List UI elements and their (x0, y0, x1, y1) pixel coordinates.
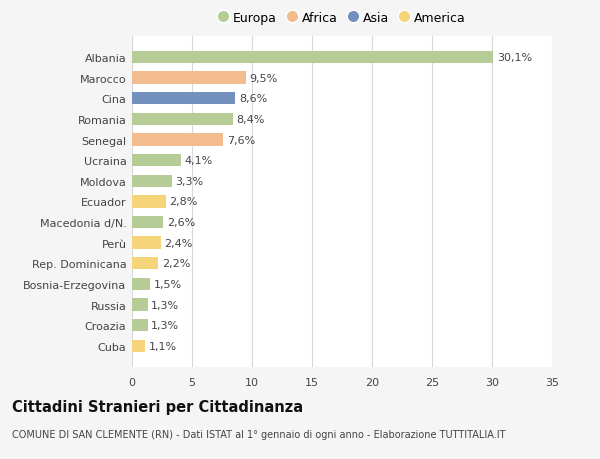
Bar (132, 257, 158, 270)
Text: 3,3%: 3,3% (175, 176, 203, 186)
Bar (132, 113, 233, 126)
Bar (132, 278, 150, 291)
Text: 8,6%: 8,6% (239, 94, 267, 104)
Bar (132, 175, 172, 188)
Text: 2,4%: 2,4% (164, 238, 193, 248)
Legend: Europa, Africa, Asia, America: Europa, Africa, Asia, America (215, 10, 469, 28)
Text: 9,5%: 9,5% (250, 73, 278, 84)
Bar (132, 196, 166, 208)
Bar (132, 319, 148, 331)
Bar (132, 93, 235, 105)
Text: 4,1%: 4,1% (185, 156, 213, 166)
Bar (132, 155, 181, 167)
Bar (132, 52, 493, 64)
Text: 1,1%: 1,1% (149, 341, 177, 351)
Text: COMUNE DI SAN CLEMENTE (RN) - Dati ISTAT al 1° gennaio di ogni anno - Elaborazio: COMUNE DI SAN CLEMENTE (RN) - Dati ISTAT… (12, 429, 505, 439)
Bar (132, 216, 163, 229)
Text: 30,1%: 30,1% (497, 53, 532, 63)
Text: 2,8%: 2,8% (169, 197, 197, 207)
Text: 2,6%: 2,6% (167, 218, 195, 228)
Text: 8,4%: 8,4% (236, 115, 265, 125)
Text: 1,3%: 1,3% (151, 320, 179, 330)
Bar (132, 340, 145, 352)
Text: 1,5%: 1,5% (154, 279, 182, 289)
Text: Cittadini Stranieri per Cittadinanza: Cittadini Stranieri per Cittadinanza (12, 399, 303, 414)
Bar (132, 237, 161, 249)
Text: 2,2%: 2,2% (162, 259, 190, 269)
Text: 7,6%: 7,6% (227, 135, 255, 145)
Bar (132, 299, 148, 311)
Text: 1,3%: 1,3% (151, 300, 179, 310)
Bar (132, 73, 246, 84)
Bar (132, 134, 223, 146)
